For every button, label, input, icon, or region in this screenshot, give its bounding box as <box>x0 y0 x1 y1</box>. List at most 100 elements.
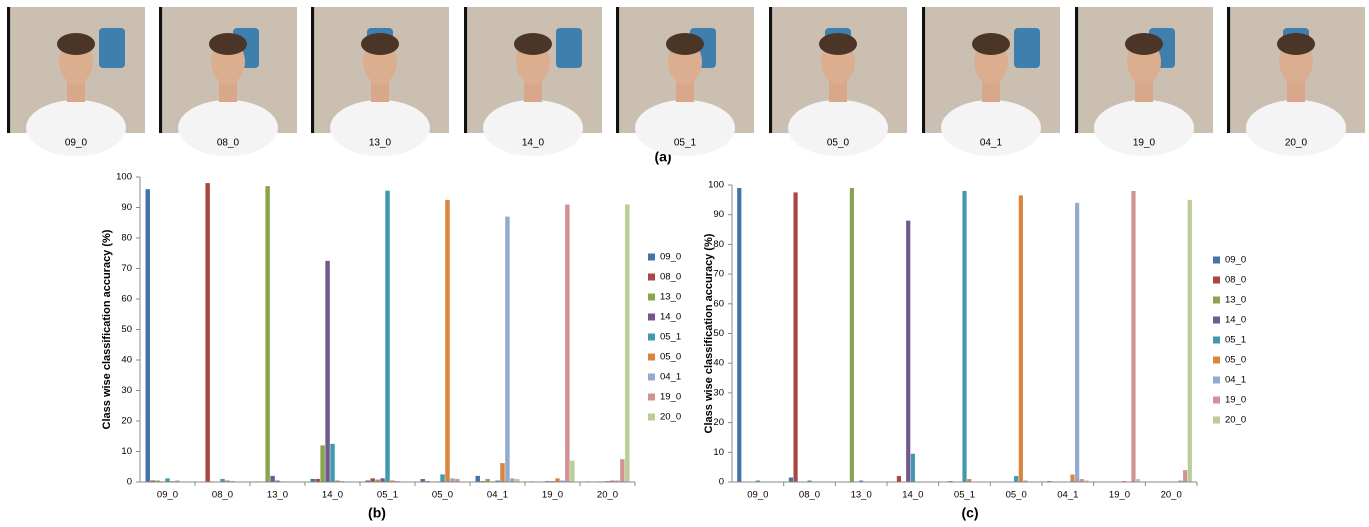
bar <box>565 204 570 482</box>
bar <box>560 480 565 482</box>
bar <box>610 480 615 482</box>
y-tick-label: 60 <box>713 298 724 309</box>
legend-label: 20_0 <box>1225 415 1246 426</box>
bar <box>440 474 445 482</box>
bar <box>859 480 864 482</box>
x-tick-label: 13_0 <box>851 490 872 501</box>
photo <box>616 7 754 156</box>
y-tick-label: 70 <box>713 269 724 280</box>
bar <box>570 460 575 482</box>
bar <box>320 445 325 482</box>
x-tick-label: 20_0 <box>597 490 618 501</box>
photo-label: 09_0 <box>65 138 88 149</box>
bar <box>445 199 450 482</box>
legend-swatch <box>648 313 655 321</box>
bar <box>385 190 390 482</box>
x-tick-label: 05_1 <box>954 490 975 501</box>
legend-swatch <box>1213 296 1220 304</box>
bar <box>335 480 340 482</box>
bar <box>380 478 385 482</box>
hair <box>209 33 247 55</box>
legend-swatch <box>648 353 655 361</box>
bar <box>220 478 225 482</box>
bar <box>330 443 335 482</box>
y-tick-label: 80 <box>121 233 132 244</box>
y-tick-label: 100 <box>116 172 132 183</box>
bar <box>510 478 515 482</box>
shirt <box>483 100 583 156</box>
photo-label: 05_1 <box>674 138 697 149</box>
x-tick-label: 04_1 <box>487 490 508 501</box>
legend-label: 20_0 <box>660 412 681 423</box>
neck <box>982 80 1000 102</box>
legend-label: 04_1 <box>1225 375 1246 386</box>
bar <box>910 453 915 482</box>
photo <box>7 7 145 156</box>
x-tick-label: 13_0 <box>267 490 288 501</box>
bar <box>485 478 490 482</box>
shirt <box>330 100 430 156</box>
bar <box>175 480 180 482</box>
legend-label: 13_0 <box>660 292 681 303</box>
hair <box>819 33 857 55</box>
bar <box>505 216 510 482</box>
shirt <box>788 100 888 156</box>
photo <box>1075 7 1213 156</box>
photo <box>159 7 297 156</box>
x-tick-label: 19_0 <box>1109 490 1130 501</box>
bar <box>788 477 794 482</box>
y-tick-label: 100 <box>708 180 724 191</box>
y-axis-label: Class wise classification accuracy (%) <box>703 233 715 433</box>
x-tick-label: 08_0 <box>212 490 233 501</box>
y-tick-label: 90 <box>713 209 724 220</box>
bar <box>365 480 370 482</box>
bar <box>1183 470 1188 482</box>
x-tick-label: 19_0 <box>542 490 563 501</box>
legend-swatch <box>648 373 655 381</box>
y-tick-label: 20 <box>121 416 132 427</box>
photo-label: 13_0 <box>369 138 392 149</box>
bar <box>1014 476 1019 482</box>
bar <box>1075 202 1080 482</box>
bar <box>1070 474 1075 482</box>
neck <box>67 80 85 102</box>
photo <box>1227 7 1365 156</box>
photo-border <box>464 7 467 133</box>
y-tick-label: 50 <box>713 328 724 339</box>
bar <box>455 478 460 482</box>
bar <box>962 190 967 482</box>
bar <box>967 479 972 482</box>
legend-swatch <box>648 273 655 281</box>
chart: 09_0 08_0 13_0 14_0 05_1 05_0 04_1 19_0 20_0 0 10 2… <box>703 180 1246 521</box>
bar <box>500 463 505 482</box>
headrest <box>1014 28 1040 68</box>
shirt <box>26 100 126 156</box>
bar <box>475 475 480 482</box>
y-tick-label: 40 <box>121 355 132 366</box>
hair <box>1277 33 1315 55</box>
photo-border <box>159 7 162 133</box>
legend-label: 05_0 <box>1225 355 1246 366</box>
y-axis-label: Class wise classification accuracy (%) <box>101 229 113 429</box>
x-tick-label: 09_0 <box>157 490 178 501</box>
y-tick-label: 10 <box>121 446 132 457</box>
photo-label: 05_0 <box>827 138 850 149</box>
neck <box>829 80 847 102</box>
photo <box>922 7 1060 156</box>
bar <box>370 478 375 482</box>
photo-border <box>7 7 10 133</box>
legend-swatch <box>648 413 655 421</box>
photo-label: 19_0 <box>1133 138 1156 149</box>
x-tick-label: 09_0 <box>747 490 768 501</box>
bar <box>1136 479 1141 482</box>
hair <box>666 33 704 55</box>
bar <box>315 478 320 482</box>
legend-swatch <box>1213 336 1220 344</box>
bar <box>495 480 500 482</box>
legend-label: 05_0 <box>660 352 681 363</box>
bar <box>270 475 275 482</box>
bar <box>1084 480 1089 482</box>
bar <box>325 260 330 482</box>
bar <box>615 480 620 482</box>
